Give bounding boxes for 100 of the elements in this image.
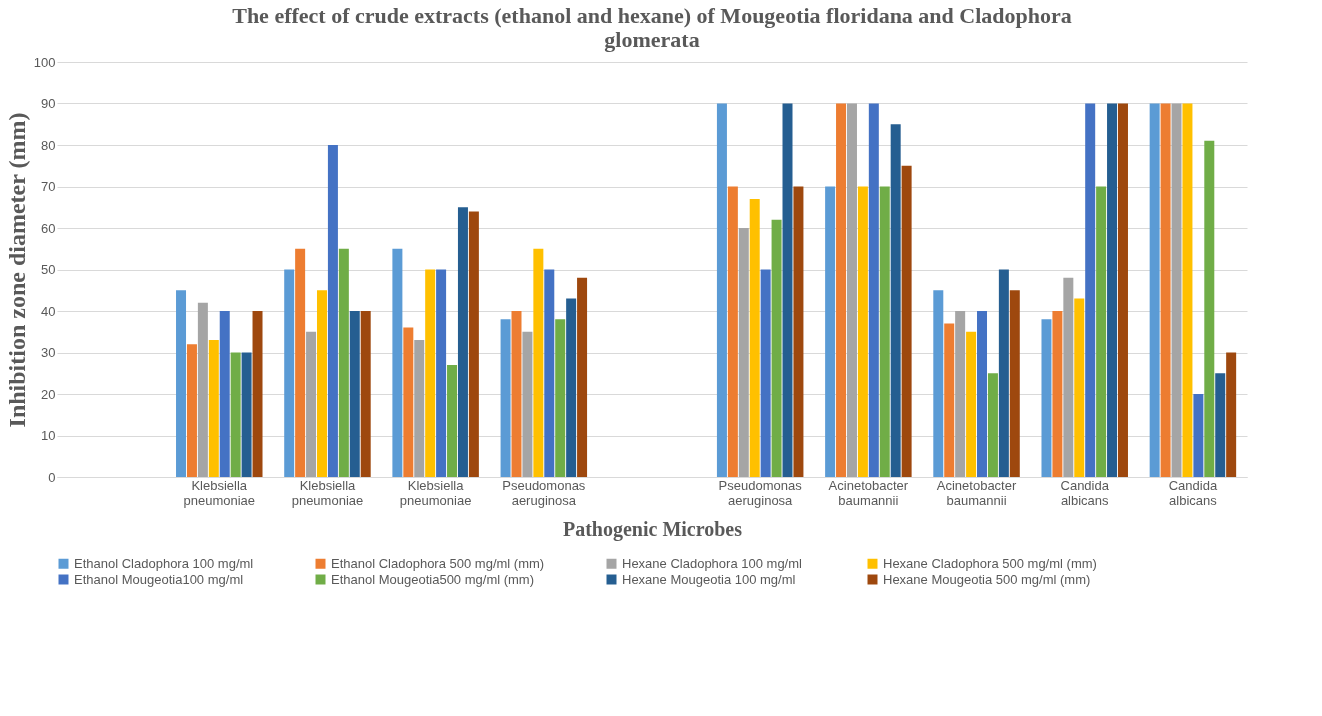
bar	[544, 269, 555, 477]
y-tick-label: 60	[41, 220, 56, 236]
bar	[1009, 290, 1020, 477]
bar	[846, 103, 857, 477]
bar	[392, 248, 403, 477]
bar	[577, 277, 588, 477]
bar	[987, 373, 998, 477]
bar	[1063, 277, 1074, 477]
bar	[1096, 186, 1107, 477]
bar	[447, 364, 458, 477]
bar	[186, 344, 197, 477]
bar	[1160, 103, 1171, 477]
bar	[771, 219, 782, 477]
bar	[1149, 103, 1160, 477]
x-tick-label: Pseudomonas aeruginosa	[718, 477, 803, 508]
bar	[793, 186, 804, 477]
x-tick-label: Acinetobacter baumannii	[828, 477, 909, 508]
bar	[500, 319, 511, 477]
bar	[208, 340, 219, 477]
bar	[782, 103, 793, 477]
legend-label: Hexane Mougeotia 100 mg/ml	[622, 571, 796, 587]
legend-label: Hexane Mougeotia 500 mg/ml (mm)	[883, 571, 1091, 587]
legend-label: Ethanol Cladophora 100 mg/ml	[74, 555, 254, 571]
bar	[316, 290, 327, 477]
bar	[1171, 103, 1182, 477]
bar	[977, 311, 988, 477]
bar	[1204, 140, 1215, 477]
y-tick-label: 0	[48, 469, 56, 485]
bar	[1215, 373, 1226, 477]
bar	[760, 269, 771, 477]
x-tick-label: Acinetobacter baumannii	[936, 477, 1017, 508]
bar	[836, 103, 847, 477]
bar	[555, 319, 566, 477]
bar	[327, 145, 338, 477]
y-tick-label: 30	[41, 345, 56, 360]
bar	[825, 186, 836, 477]
x-tick-label: Candida albicans	[1060, 477, 1110, 508]
bar	[1107, 103, 1118, 477]
bar	[1182, 103, 1193, 477]
y-tick-label: 40	[41, 303, 56, 319]
y-tick-label: 50	[41, 262, 56, 277]
bar	[295, 248, 306, 477]
legend-label: Ethanol Mougeotia500 mg/ml (mm)	[331, 571, 535, 587]
legend-label: Hexane Cladophora 100 mg/ml	[622, 555, 803, 571]
bar	[1074, 298, 1085, 477]
x-tick-label: Candida albicans	[1168, 477, 1218, 508]
x-tick-label: Klebsiella pneumoniae	[399, 477, 472, 508]
chart-title: The effect of crude extracts (ethanol and hexane) of Mougeotia floridana and Cladophora glomerata	[232, 3, 1072, 52]
bar	[901, 165, 912, 477]
x-axis-title: Pathogenic Microbes	[562, 517, 743, 541]
y-tick-label: 10	[41, 428, 56, 443]
bar	[533, 248, 544, 477]
bar	[241, 352, 252, 477]
bar	[284, 269, 295, 477]
bar	[738, 228, 749, 477]
bar	[868, 103, 879, 477]
bar	[955, 311, 966, 477]
bar	[749, 198, 760, 477]
bar	[176, 290, 187, 477]
y-tick-label: 80	[41, 137, 56, 153]
bar	[1052, 311, 1063, 477]
bar	[522, 331, 533, 477]
bar	[306, 331, 317, 477]
bar	[1041, 319, 1052, 477]
y-axis-title: Inhibition zone diameter (mm)	[3, 112, 30, 428]
x-tick-label: Klebsiella pneumoniae	[291, 477, 364, 508]
bar	[252, 311, 263, 477]
legend-label: Ethanol Cladophora 500 mg/ml (mm)	[331, 555, 545, 571]
bar	[403, 327, 414, 477]
y-tick-label: 20	[41, 386, 56, 402]
x-tick-label: Klebsiella pneumoniae	[183, 477, 256, 508]
bar	[716, 103, 727, 477]
bar	[890, 124, 901, 477]
bar	[1117, 103, 1128, 477]
y-tick-label: 70	[41, 179, 56, 194]
bar	[468, 211, 479, 477]
bar	[1226, 352, 1237, 477]
bar	[998, 269, 1009, 477]
bar	[944, 323, 955, 477]
legend-label: Hexane Cladophora 500 mg/ml (mm)	[883, 555, 1097, 571]
bar	[1193, 394, 1204, 477]
bar	[414, 340, 425, 477]
bar	[966, 331, 977, 477]
bar	[338, 248, 349, 477]
bar	[857, 186, 868, 477]
y-tick-label: 100	[33, 54, 56, 70]
bar	[349, 311, 360, 477]
y-tick-label: 90	[41, 96, 56, 111]
bar	[933, 290, 944, 477]
bar	[566, 298, 577, 477]
bar	[1085, 103, 1096, 477]
x-tick-label: Pseudomonas aeruginosa	[502, 477, 586, 508]
bar	[511, 311, 522, 477]
bar	[360, 311, 371, 477]
bar	[230, 352, 241, 477]
bar	[197, 302, 208, 477]
bar	[425, 269, 436, 477]
bar	[727, 186, 738, 477]
bar	[879, 186, 890, 477]
bar	[219, 311, 230, 477]
